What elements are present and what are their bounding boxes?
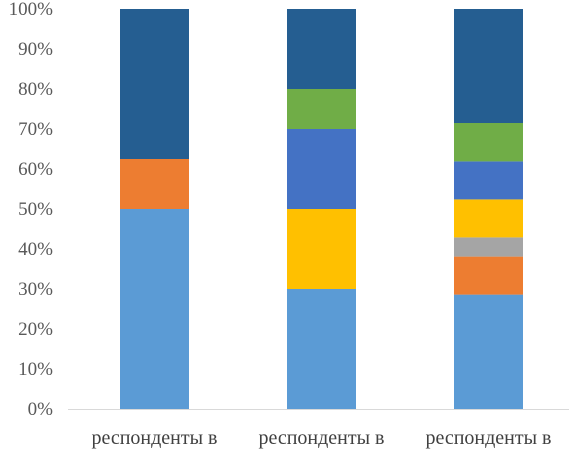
bar-segment [120,209,189,409]
bar-segment [120,9,189,159]
y-tick-label: 0% [28,399,54,420]
bar-segment [287,129,356,209]
x-axis: респонденты в респонденты в респонденты в [91,427,551,449]
y-tick-label: 90% [18,39,53,60]
y-tick-label: 40% [18,239,53,260]
x-tick-label: респонденты в [258,427,384,449]
bar-segment [454,256,523,295]
y-tick-label: 80% [18,79,53,100]
y-tick-label: 70% [18,119,53,140]
y-tick-label: 30% [18,279,53,300]
bar-segment [287,289,356,409]
y-tick-label: 60% [18,159,53,180]
x-tick-label: респонденты в [91,427,217,449]
x-tick-label: респонденты в [425,427,551,449]
bar-segment [454,237,523,257]
y-tick-label: 10% [18,359,53,380]
y-tick-label: 100% [9,0,54,20]
y-axis: 0% 10% 20% 30% 40% 50% 60% 70% 80% 90% 100% [9,0,54,420]
bar-segment [287,209,356,289]
bar-segment [120,159,189,209]
y-tick-label: 20% [18,319,53,340]
y-tick-label: 50% [18,199,53,220]
bar-segment [454,294,523,409]
bar-segment [454,161,523,200]
bar-segment [454,199,523,238]
bar-segment [454,9,523,123]
bar-segment [287,89,356,129]
bar-segment [287,9,356,89]
bars [120,9,523,409]
bar-segment [454,123,523,162]
